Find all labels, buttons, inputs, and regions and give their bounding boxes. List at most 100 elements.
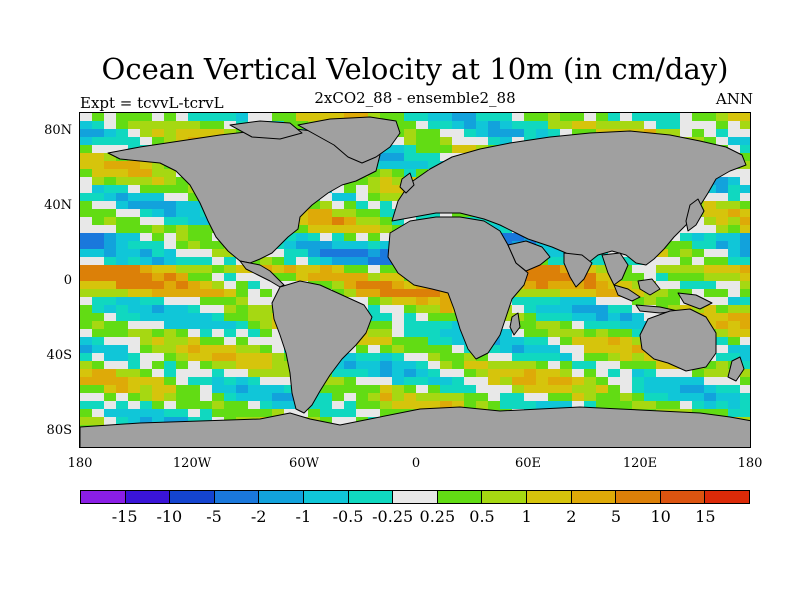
field-cell bbox=[344, 377, 357, 386]
field-cell bbox=[92, 153, 105, 162]
field-cell bbox=[104, 321, 117, 330]
field-cell bbox=[164, 249, 177, 258]
field-cell bbox=[680, 257, 693, 266]
colorbar-label: -2 bbox=[250, 507, 267, 526]
field-cell bbox=[740, 169, 750, 178]
field-cell bbox=[368, 297, 381, 306]
field-cell bbox=[560, 337, 573, 346]
field-cell bbox=[488, 401, 501, 410]
field-cell bbox=[428, 313, 441, 322]
field-cell bbox=[416, 369, 429, 378]
field-cell bbox=[440, 361, 453, 370]
field-cell bbox=[344, 289, 357, 298]
field-cell bbox=[560, 345, 573, 354]
field-cell bbox=[512, 121, 525, 130]
field-cell bbox=[284, 401, 297, 410]
field-cell bbox=[176, 321, 189, 330]
field-cell bbox=[380, 321, 393, 330]
field-cell bbox=[620, 313, 633, 322]
field-cell bbox=[92, 385, 105, 394]
field-cell bbox=[332, 417, 345, 426]
field-cell bbox=[176, 409, 189, 418]
field-cell bbox=[308, 225, 321, 234]
field-cell bbox=[332, 185, 345, 194]
field-cell bbox=[380, 233, 393, 242]
field-cell bbox=[644, 121, 657, 130]
field-cell bbox=[344, 401, 357, 410]
field-cell bbox=[440, 297, 453, 306]
field-cell bbox=[380, 113, 393, 122]
field-cell bbox=[128, 249, 141, 258]
field-cell bbox=[692, 393, 705, 402]
field-cell bbox=[584, 121, 597, 130]
field-cell bbox=[308, 233, 321, 242]
field-cell bbox=[164, 289, 177, 298]
field-cell bbox=[596, 297, 609, 306]
field-cell bbox=[632, 281, 645, 290]
field-cell bbox=[440, 113, 453, 122]
field-cell bbox=[560, 377, 573, 386]
field-cell bbox=[680, 121, 693, 130]
field-cell bbox=[380, 353, 393, 362]
field-cell bbox=[728, 233, 741, 242]
field-cell bbox=[524, 305, 537, 314]
field-cell bbox=[152, 217, 165, 226]
field-cell bbox=[212, 329, 225, 338]
field-cell bbox=[140, 121, 153, 130]
field-cell bbox=[716, 217, 729, 226]
field-cell bbox=[236, 329, 249, 338]
field-cell bbox=[668, 385, 681, 394]
field-cell bbox=[344, 281, 357, 290]
field-cell bbox=[368, 225, 381, 234]
field-cell bbox=[128, 169, 141, 178]
field-cell bbox=[128, 297, 141, 306]
field-cell bbox=[428, 385, 441, 394]
field-cell bbox=[656, 393, 669, 402]
field-cell bbox=[320, 409, 333, 418]
field-cell bbox=[740, 393, 750, 402]
field-cell bbox=[596, 121, 609, 130]
field-cell bbox=[716, 385, 729, 394]
field-cell bbox=[140, 193, 153, 202]
field-cell bbox=[140, 241, 153, 250]
field-cell bbox=[140, 393, 153, 402]
field-cell bbox=[404, 129, 417, 138]
field-cell bbox=[716, 353, 729, 362]
field-cell bbox=[548, 281, 561, 290]
field-cell bbox=[668, 249, 681, 258]
field-cell bbox=[452, 121, 465, 130]
field-cell bbox=[416, 337, 429, 346]
field-cell bbox=[332, 281, 345, 290]
field-cell bbox=[92, 241, 105, 250]
land-australia bbox=[639, 308, 717, 372]
field-cell bbox=[392, 113, 405, 122]
field-cell bbox=[152, 401, 165, 410]
field-cell bbox=[116, 281, 129, 290]
field-cell bbox=[644, 385, 657, 394]
field-cell bbox=[584, 289, 597, 298]
field-cell bbox=[152, 385, 165, 394]
field-cell bbox=[740, 225, 750, 234]
field-cell bbox=[596, 369, 609, 378]
field-cell bbox=[92, 113, 105, 122]
field-cell bbox=[164, 345, 177, 354]
field-cell bbox=[560, 313, 573, 322]
field-cell bbox=[644, 361, 657, 370]
field-cell bbox=[596, 281, 609, 290]
field-cell bbox=[368, 337, 381, 346]
colorbar-swatch bbox=[170, 491, 215, 503]
field-cell bbox=[620, 385, 633, 394]
field-cell bbox=[728, 169, 741, 178]
field-cell bbox=[584, 401, 597, 410]
field-cell bbox=[260, 377, 273, 386]
field-cell bbox=[356, 273, 369, 282]
field-cell bbox=[668, 393, 681, 402]
field-cell bbox=[584, 345, 597, 354]
field-cell bbox=[656, 249, 669, 258]
field-cell bbox=[572, 345, 585, 354]
field-cell bbox=[596, 337, 609, 346]
field-cell bbox=[464, 353, 477, 362]
field-cell bbox=[128, 185, 141, 194]
field-cell bbox=[308, 401, 321, 410]
field-cell bbox=[140, 233, 153, 242]
